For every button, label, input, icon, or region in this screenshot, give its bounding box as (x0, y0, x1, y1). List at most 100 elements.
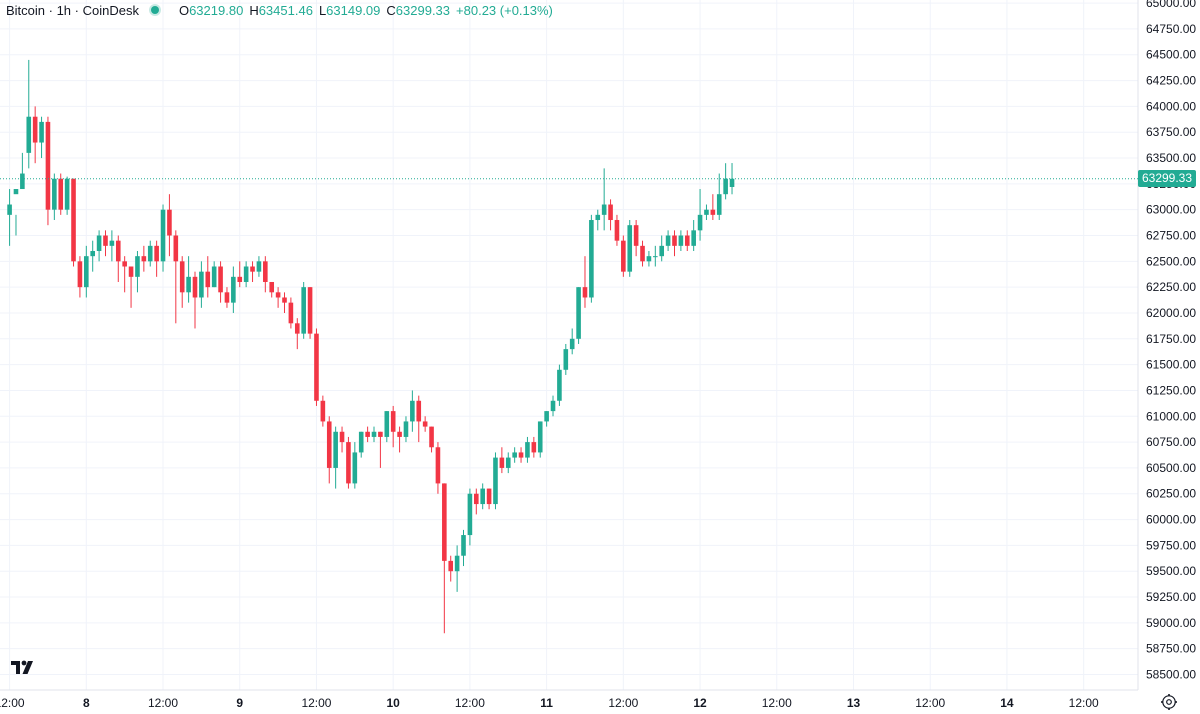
candle-up (333, 426, 338, 489)
candle-down (442, 483, 447, 634)
candle-body (352, 452, 358, 484)
candle-down (237, 261, 243, 288)
candle-down (499, 447, 505, 474)
candle-body (416, 400, 422, 422)
time-axis[interactable]: 12:00 8 12:00 9 12:00 10 12:00 11 12:00 12 12:00 13… (0, 696, 1099, 710)
candle-body (678, 235, 684, 246)
price-tick-label: 59000.00 (1146, 616, 1196, 630)
candle-body (646, 256, 652, 262)
candle-down (58, 173, 64, 215)
candle-up (627, 220, 633, 277)
candle-up (704, 204, 709, 221)
candle-up (199, 261, 204, 308)
low-value: 63149.09 (326, 2, 381, 18)
candle-body (288, 302, 294, 324)
high-label: H (249, 2, 259, 18)
candle-down (167, 194, 172, 257)
candle-body (518, 452, 524, 458)
candle-up (589, 214, 594, 303)
candle-body (467, 493, 473, 536)
candle-body (576, 287, 581, 339)
price-tick-label: 61750.00 (1146, 332, 1196, 346)
price-tick-label: 63750.00 (1146, 125, 1196, 139)
price-tick-label: 63000.00 (1146, 203, 1196, 217)
time-tick-label: 9 (236, 696, 243, 710)
candle-body (512, 452, 517, 458)
price-tick-label: 60500.00 (1146, 461, 1196, 475)
candle-body (371, 431, 377, 437)
candle-up (454, 545, 460, 592)
settings-gear-icon[interactable] (1160, 693, 1178, 711)
candle-down (422, 416, 428, 432)
candle-down (77, 256, 83, 298)
tradingview-logo-icon[interactable] (9, 655, 37, 679)
candle-down (263, 256, 268, 293)
candle-body (569, 338, 575, 350)
candle-down (224, 287, 230, 308)
candle-up (601, 168, 607, 231)
candle-body (582, 287, 588, 298)
candle-up (563, 343, 569, 375)
candle-body (589, 220, 594, 298)
candle-body (442, 483, 447, 561)
candle-down (633, 220, 639, 257)
candle-up (467, 488, 473, 546)
candle-body (691, 230, 696, 246)
candle-body (390, 411, 396, 432)
candle-up (697, 189, 703, 241)
price-axis[interactable]: 65000.00 64750.00 64500.00 64250.00 64000.00… (1146, 0, 1196, 682)
candle-up (505, 452, 511, 474)
candle-up (52, 173, 57, 221)
candle-body (294, 323, 300, 334)
candle-body (422, 421, 428, 427)
candle-body (397, 431, 402, 437)
candle-body (135, 256, 140, 277)
time-tick-label: 8 (83, 696, 90, 710)
candle-body (147, 245, 153, 262)
candle-body (26, 116, 32, 153)
candle-body (320, 400, 326, 422)
candle-body (659, 245, 665, 257)
candle-body (346, 442, 351, 484)
candle-up (480, 483, 485, 510)
candle-body (531, 442, 537, 453)
candle-down (416, 395, 422, 443)
low-label: L (318, 2, 327, 18)
candle-up (231, 266, 236, 313)
candle-body (13, 189, 19, 195)
candle-up (569, 328, 575, 355)
candle-up (90, 240, 96, 272)
candle-body (627, 225, 633, 272)
candle-down (288, 297, 294, 329)
candle-body (64, 178, 70, 210)
candle-down (282, 292, 287, 313)
price-tick-label: 62500.00 (1146, 254, 1196, 268)
candle-body (115, 240, 121, 262)
change-value: +80.23 (+0.13%) (456, 2, 553, 18)
time-tick-label: 13 (847, 696, 861, 710)
candle-down (192, 271, 198, 329)
candle-body (378, 431, 383, 437)
candle-body (410, 400, 415, 422)
symbol-title[interactable]: Bitcoin · 1h · CoinDesk (6, 2, 139, 18)
candle-down (326, 416, 332, 484)
candle-up (678, 230, 684, 252)
candle-down (448, 555, 454, 582)
candle-body (473, 493, 479, 505)
candle-up (96, 230, 102, 262)
candle-up (39, 116, 44, 159)
time-tick-label: 12:00 (455, 696, 485, 710)
candle-up (352, 442, 358, 489)
time-tick-label: 14 (1000, 696, 1014, 710)
candle-down (294, 318, 300, 350)
price-tick-label: 63500.00 (1146, 151, 1196, 165)
high-value: 63451.46 (258, 2, 313, 18)
candle-up (691, 220, 696, 252)
candle-up (256, 256, 262, 277)
candle-body (250, 266, 255, 272)
candle-body (32, 116, 38, 143)
candle-up (525, 436, 530, 463)
time-tick-label: 12:00 (148, 696, 178, 710)
